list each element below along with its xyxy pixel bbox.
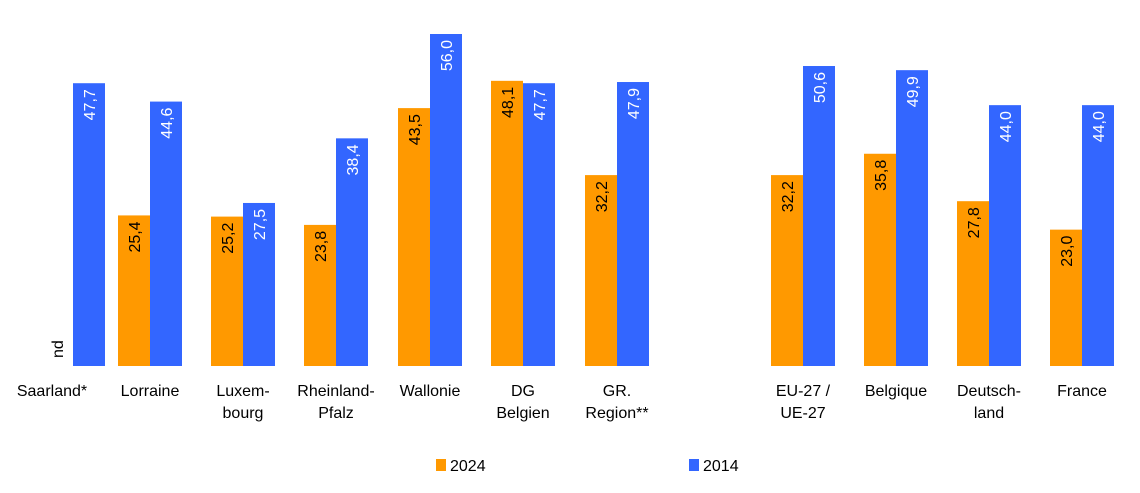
bar-2014 — [803, 66, 835, 366]
value-labels-layer: nd 47,7 25,4 44,6 25,2 27,5 23,8 38,4 43,5 56,0 48… — [50, 40, 1108, 358]
category-label-line: DG — [511, 383, 535, 400]
value-label-2024: 27,8 — [966, 207, 983, 238]
value-label-2024: 23,0 — [1059, 236, 1076, 267]
category-label-line: France — [1057, 383, 1107, 400]
category-label-line: Deutsch- — [957, 383, 1021, 400]
bar-2014 — [1082, 105, 1114, 367]
value-label-2014: 47,9 — [626, 88, 643, 119]
bar-2024 — [957, 201, 989, 366]
legend-swatch-2024 — [436, 459, 446, 471]
category-label: Wallonie — [400, 383, 461, 400]
bars-layer — [73, 34, 1114, 367]
value-label-2024: 32,2 — [780, 181, 797, 212]
category-label-line: Lorraine — [121, 383, 180, 400]
value-label-2014: 27,5 — [252, 209, 269, 240]
category-label-line: UE-27 — [780, 405, 825, 422]
value-label-2024-nd: nd — [50, 340, 67, 358]
category-label: DG Belgien — [496, 383, 549, 422]
bar-2024 — [585, 175, 617, 366]
bar-2024 — [211, 216, 243, 366]
value-label-2024: 32,2 — [594, 181, 611, 212]
category-label: GR. Region** — [585, 383, 648, 422]
category-label: Lorraine — [121, 383, 180, 400]
bar-2014 — [73, 83, 105, 366]
category-label-line: Saarland* — [17, 383, 87, 400]
category-label: Deutsch-land — [957, 383, 1021, 422]
category-label-line: Belgique — [865, 383, 927, 400]
bar-2024 — [118, 215, 150, 366]
value-label-2014: 44,0 — [1091, 111, 1108, 142]
value-label-2014: 44,0 — [998, 111, 1015, 142]
value-label-2014: 47,7 — [532, 89, 549, 120]
bar-2014 — [243, 202, 275, 366]
category-label-line: Region** — [585, 405, 648, 422]
category-label: Saarland* — [17, 383, 87, 400]
category-label-line: Rheinland- — [297, 383, 374, 400]
value-label-2024: 23,8 — [313, 231, 330, 262]
category-label: Luxem-bourg — [216, 383, 269, 422]
bar-2024 — [304, 224, 336, 366]
category-label-line: Wallonie — [400, 383, 461, 400]
bar-2024 — [771, 175, 803, 366]
bar-2014 — [336, 138, 368, 366]
bar-2024 — [491, 80, 523, 366]
bar-2024 — [864, 153, 896, 366]
category-label: France — [1057, 383, 1107, 400]
value-label-2014: 49,9 — [905, 76, 922, 107]
value-label-2014: 56,0 — [439, 40, 456, 71]
value-label-2014: 44,6 — [159, 107, 176, 138]
value-label-2014: 50,6 — [812, 72, 829, 103]
category-label-line: GR. — [603, 383, 631, 400]
category-label-line: Belgien — [496, 405, 549, 422]
bar-2024 — [1050, 229, 1082, 366]
bar-2014 — [523, 83, 555, 366]
bar-2014 — [896, 70, 928, 367]
category-label: Rheinland- Pfalz — [297, 383, 374, 422]
value-label-2024: 35,8 — [873, 160, 890, 191]
bar-2014 — [617, 82, 649, 367]
category-label: EU-27 / UE-27 — [776, 383, 831, 422]
bar-2014 — [430, 34, 462, 366]
category-label-line: Pfalz — [318, 405, 354, 422]
bar-2024 — [398, 108, 430, 366]
category-labels-layer: Saarland* Lorraine Luxem-bourg Rheinland- Pf… — [17, 383, 1107, 422]
value-label-2024: 48,1 — [500, 87, 517, 118]
bar-2014 — [150, 101, 182, 366]
legend-label-2024: 2024 — [450, 458, 486, 475]
category-label-line: bourg — [223, 405, 264, 422]
bar-2014 — [989, 105, 1021, 367]
legend: 2024 2014 — [436, 458, 739, 475]
value-label-2024: 25,2 — [220, 222, 237, 253]
category-label: Belgique — [865, 383, 927, 400]
value-label-2014: 47,7 — [82, 89, 99, 120]
value-label-2024: 43,5 — [407, 114, 424, 145]
category-label-line: land — [974, 405, 1004, 422]
value-label-2014: 38,4 — [345, 144, 362, 175]
legend-swatch-2014 — [689, 459, 699, 471]
category-label-line: Luxem- — [216, 383, 269, 400]
legend-label-2014: 2014 — [703, 458, 739, 475]
value-label-2024: 25,4 — [127, 221, 144, 252]
category-label-line: EU-27 / — [776, 383, 831, 400]
